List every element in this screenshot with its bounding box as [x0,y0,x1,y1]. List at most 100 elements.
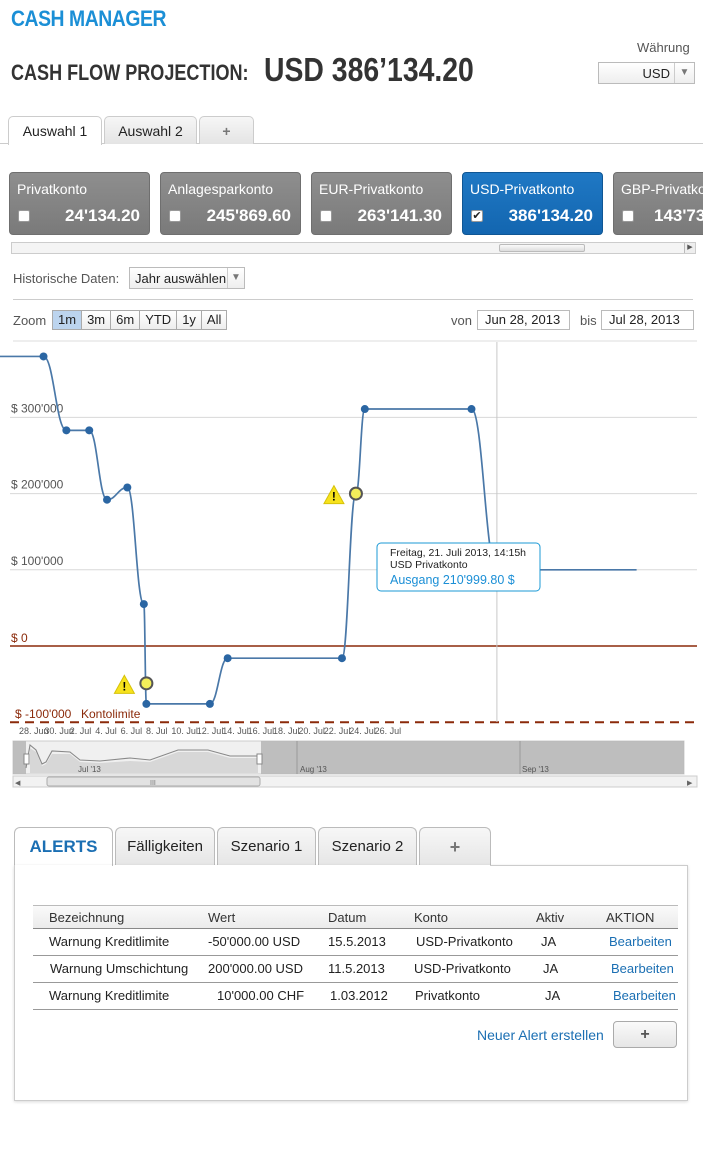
to-label: bis [580,313,597,328]
navigator-handle-left [23,753,30,765]
column-header: AKTION [606,910,655,925]
y-tick-label: $ 300'000 [11,401,64,415]
navigator-handle-right [256,753,263,765]
x-tick-label: 8. Jul [146,726,168,736]
alert-date: 15.5.2013 [328,934,386,949]
data-point [62,426,71,435]
column-header: Konto [414,910,448,925]
currency-label: Währung [637,40,690,55]
accounts-scrollbar[interactable]: ▶ [11,242,696,254]
account-name: EUR-Privatkonto [319,181,424,197]
account-card-gbp-privatkonto[interactable]: GBP-Privatko 143'73 [613,172,703,235]
account-name: Privatkonto [17,181,88,197]
projection-label: CASH FLOW PROJECTION: [11,60,249,85]
to-date-input[interactable]: Jul 28, 2013 [601,310,694,330]
account-checkbox-checked[interactable]: ✔ [471,210,483,222]
alert-active: JA [545,988,561,1003]
account-name: GBP-Privatko [621,181,703,197]
zoom-ytd-button[interactable]: YTD [140,311,178,329]
from-date-input[interactable]: Jun 28, 2013 [477,310,570,330]
edit-link[interactable]: Bearbeiten [609,934,672,949]
chevron-down-icon: ▼ [227,268,244,288]
data-point [337,654,346,663]
account-checkbox[interactable] [169,210,181,222]
zoom-3m-button[interactable]: 3m [82,311,112,329]
alert-name: Warnung Umschichtung [50,961,189,976]
table-row: Warnung Umschichtung 200'000.00 USD 11.5… [33,956,678,983]
tab-szenario-2[interactable]: Szenario 2 [318,827,417,865]
account-amount: 24'134.20 [65,206,140,225]
zoom-all-button[interactable]: All [201,311,227,329]
scroll-right-icon: ▶ [687,780,693,787]
navigator-line [25,743,258,769]
limit-label: Kontolimite [81,707,141,721]
add-tab-button[interactable]: + [199,116,254,144]
x-tick-label: 10. Jul [171,726,198,736]
tooltip-box [376,542,541,592]
account-checkbox[interactable] [320,210,332,222]
column-header: Aktiv [536,910,565,925]
x-tick-label: 22. Jul [324,726,351,736]
account-checkbox[interactable] [18,210,30,222]
x-tick-label: 6. Jul [121,726,143,736]
chevron-down-icon: ▼ [674,63,694,83]
navigator-label: Jul '13 [78,765,101,774]
x-tick-label: 16. Jul [248,726,275,736]
navigator-scroll-thumb [46,776,261,787]
navigator-scrollbar [12,775,698,788]
account-card-privatkonto[interactable]: Privatkonto 24'134.20 [9,172,150,235]
x-tick-label: 20. Jul [298,726,325,736]
table-row: Warnung Kreditlimite 10'000.00 CHF 1.03.… [33,983,678,1010]
scroll-right-icon[interactable]: ▶ [684,243,695,253]
warning-icon-mark: ! [122,679,126,693]
alert-account: Privatkonto [415,988,481,1003]
app-title: CASH MANAGER [11,6,166,31]
account-amount: 143'73 [654,206,703,225]
tab-szenario-1[interactable]: Szenario 1 [217,827,316,865]
tab-alerts[interactable]: ALERTS [14,827,113,866]
tab-auswahl-1[interactable]: Auswahl 1 [8,116,102,145]
navigator-label: Sep '13 [522,765,549,774]
selection-tabs: Auswahl 1 Auswahl 2 + [0,114,703,145]
edit-link[interactable]: Bearbeiten [611,961,674,976]
alerts-table: Bezeichnung Wert Datum Konto Aktiv AKTIO… [33,905,678,1010]
add-scenario-tab[interactable]: + [419,827,491,865]
scrollbar-thumb[interactable] [499,244,585,252]
data-point [360,405,369,414]
account-checkbox[interactable] [622,210,634,222]
navigator-area [30,748,258,773]
warning-point [139,676,154,691]
year-select[interactable]: Jahr auswählen ▼ [129,267,245,289]
alert-value: 200'000.00 USD [208,961,303,976]
tooltip-value: Ausgang 210'999.80 $ [390,573,515,587]
tab-auswahl-2[interactable]: Auswahl 2 [104,116,197,144]
tab-faelligkeiten[interactable]: Fälligkeiten [115,827,215,865]
account-amount: 263'141.30 [357,206,442,225]
y-tick-label: $ 200'000 [11,478,64,492]
x-tick-label: 28. Jun [19,726,49,736]
x-tick-label: 18. Jul [273,726,300,736]
data-point [103,495,112,504]
account-card-eur-privatkonto[interactable]: EUR-Privatkonto 263'141.30 [311,172,452,235]
new-alert-button[interactable]: + [613,1021,677,1048]
currency-select[interactable]: USD ▼ [598,62,695,84]
cashflow-chart[interactable]: $ 300'000 $ 200'000 $ 100'000 $ 0 $ -100'000… [0,340,703,790]
new-alert-label[interactable]: Neuer Alert erstellen [477,1027,604,1043]
table-header: Bezeichnung Wert Datum Konto Aktiv AKTIO… [33,905,678,929]
x-tick-label: 2. Jul [70,726,92,736]
zoom-1m-button[interactable]: 1m [53,311,83,329]
projection-amount: USD 386’134.20 [264,51,474,88]
zoom-1y-button[interactable]: 1y [177,311,202,329]
zoom-6m-button[interactable]: 6m [111,311,141,329]
navigator-mask [261,741,684,774]
navigator-mask [13,741,26,774]
edit-link[interactable]: Bearbeiten [613,988,676,1003]
account-card-anlagesparkonto[interactable]: Anlagesparkonto 245'869.60 [160,172,301,235]
account-cards: Privatkonto 24'134.20 Anlagesparkonto 24… [0,172,703,236]
warning-icon [113,674,136,694]
x-tick-label: 26. Jul [375,726,402,736]
divider [490,865,688,866]
y-tick-label: $ 100'000 [11,554,64,568]
alert-name: Warnung Kreditlimite [49,988,170,1003]
account-card-usd-privatkonto[interactable]: USD-Privatkonto ✔ 386'134.20 [462,172,603,235]
